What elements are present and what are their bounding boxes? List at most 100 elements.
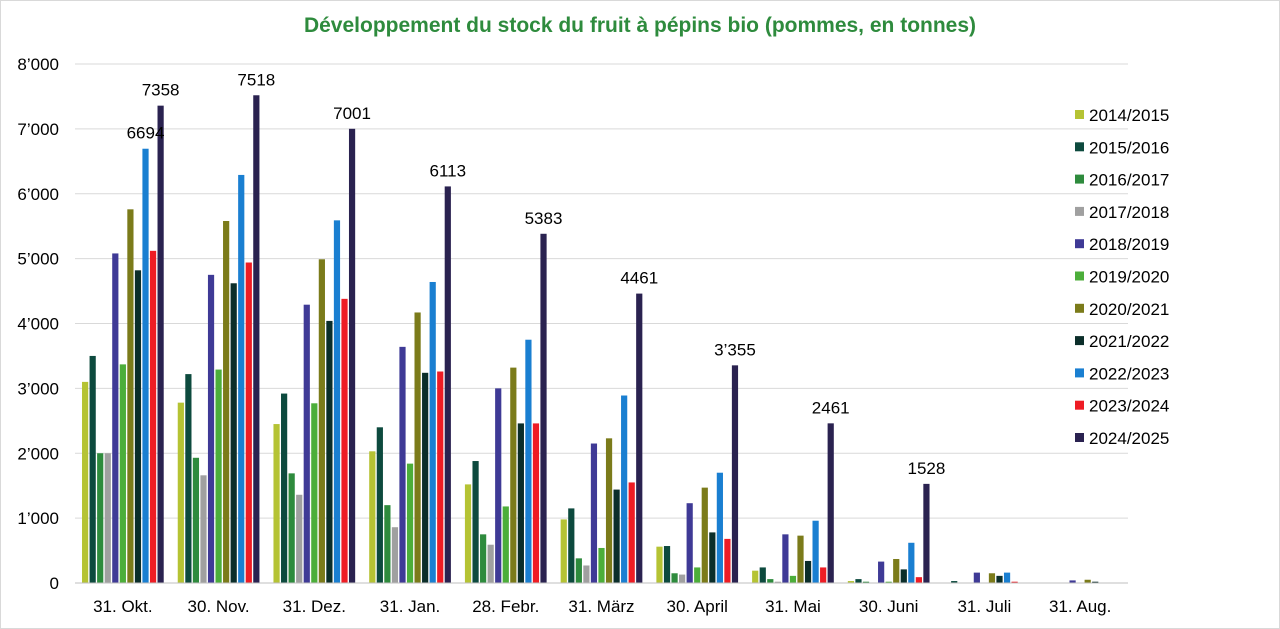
bar-2017-2018-0	[104, 453, 111, 583]
bar-2021-2022-7	[804, 560, 812, 583]
bar-2019-2020-2	[311, 403, 318, 583]
bar-2016-2017-7	[767, 579, 774, 583]
bar-2018-2019-10	[1069, 580, 1076, 583]
bar-2020-2021-9	[988, 573, 996, 583]
bar-2020-2021-10	[1084, 579, 1091, 583]
bar-2020-2021-5	[605, 438, 613, 583]
bar-2019-2020-3	[406, 463, 414, 583]
bar-2020-2021-3	[414, 312, 421, 583]
bar-2014-2015-4	[464, 484, 472, 583]
y-tick-label: 1’000	[17, 509, 59, 528]
bar-2020-2021-7	[797, 535, 804, 583]
bar-2021-2022-10	[1092, 581, 1099, 583]
bar-2023-2024-6	[724, 538, 731, 583]
bar-2024-2025-2	[348, 128, 356, 583]
legend-label: 2023/2024	[1089, 397, 1169, 416]
bar-2018-2019-8	[878, 561, 885, 583]
legend-label: 2022/2023	[1089, 364, 1169, 383]
bar-2021-2022-3	[422, 372, 429, 583]
bar-2021-2022-4	[517, 423, 524, 583]
chart-title: Développement du stock du fruit à pépins…	[303, 14, 977, 37]
bar-2024-2025-3	[444, 186, 451, 583]
bar-2021-2022-8	[900, 569, 907, 583]
data-label: 3’355	[714, 340, 756, 359]
bar-2014-2015-7	[752, 570, 759, 583]
data-label: 7518	[237, 70, 275, 89]
bar-2016-2017-0	[97, 453, 104, 583]
bar-2018-2019-5	[590, 443, 598, 583]
bars-layer	[82, 95, 1099, 584]
bar-2017-2018-7	[774, 581, 781, 583]
bar-2023-2024-1	[245, 262, 252, 583]
bar-2020-2021-2	[318, 259, 325, 583]
bar-2022-2023-8	[908, 542, 915, 583]
bar-2018-2019-9	[973, 572, 980, 583]
bar-2023-2024-7	[820, 567, 827, 583]
bar-2022-2023-9	[1003, 572, 1011, 583]
bar-2019-2020-0	[119, 364, 126, 583]
bar-2014-2015-2	[273, 424, 280, 583]
y-tick-label: 7’000	[17, 120, 59, 139]
data-label: 6694	[127, 124, 165, 143]
bar-2014-2015-3	[369, 451, 376, 583]
bar-2016-2017-2	[288, 473, 295, 583]
bar-2015-2016-7	[759, 567, 766, 583]
bar-2023-2024-9	[1011, 581, 1018, 583]
bar-2015-2016-6	[663, 546, 671, 583]
bar-2015-2016-9	[951, 581, 958, 583]
bar-2017-2018-2	[296, 494, 303, 583]
bar-2019-2020-4	[502, 506, 509, 583]
bar-2016-2017-5	[575, 558, 582, 583]
legend-label: 2020/2021	[1089, 300, 1169, 319]
bar-2023-2024-5	[628, 482, 635, 583]
bar-2019-2020-6	[694, 567, 701, 583]
bar-2023-2024-3	[437, 371, 444, 583]
data-label: 6113	[430, 161, 467, 180]
bar-2021-2022-1	[230, 283, 237, 583]
legend-swatch-2015-2016	[1075, 142, 1084, 152]
legend-swatch-2021-2022	[1075, 336, 1084, 346]
data-label: 2461	[812, 398, 850, 417]
bar-2015-2016-4	[472, 461, 479, 583]
bar-2018-2019-3	[399, 346, 406, 583]
bar-2017-2018-5	[583, 565, 590, 583]
bar-2014-2015-8	[847, 581, 855, 583]
legend-swatch-2024-2025	[1075, 433, 1084, 442]
bar-2021-2022-6	[709, 532, 716, 583]
bar-2024-2025-8	[923, 483, 930, 583]
data-label: 5383	[525, 209, 563, 228]
bar-2016-2017-4	[480, 534, 487, 583]
bar-2016-2017-8	[862, 581, 870, 583]
y-tick-label: 6’000	[17, 185, 59, 204]
legend-swatch-2014-2015	[1075, 110, 1084, 119]
bar-2022-2023-2	[333, 220, 341, 583]
bar-2023-2024-0	[149, 250, 157, 583]
bar-2017-2018-4	[487, 544, 494, 583]
legend-label: 2021/2022	[1089, 332, 1169, 351]
bar-2015-2016-8	[855, 579, 862, 583]
legend-swatch-2023-2024	[1075, 400, 1084, 410]
bar-2024-2025-1	[253, 95, 260, 584]
legend-swatch-2019-2020	[1075, 271, 1084, 281]
bar-2014-2015-5	[560, 519, 567, 583]
bar-2022-2023-6	[716, 472, 723, 583]
bar-2019-2020-1	[215, 369, 222, 583]
bar-2016-2017-3	[384, 505, 391, 583]
data-label: 7358	[142, 81, 180, 100]
bar-2023-2024-8	[915, 577, 922, 583]
bar-2018-2019-4	[495, 388, 502, 583]
legend-label: 2015/2016	[1089, 138, 1169, 157]
y-tick-label: 4’000	[17, 315, 59, 334]
bar-2019-2020-8	[885, 581, 892, 583]
bar-2020-2021-0	[127, 209, 134, 583]
legend-label: 2018/2019	[1089, 235, 1169, 254]
grid-layer	[75, 63, 1128, 519]
bar-2015-2016-1	[185, 374, 192, 583]
bar-2020-2021-6	[701, 487, 708, 583]
x-tick-label: 28. Febr.	[472, 597, 539, 616]
bar-2015-2016-2	[281, 393, 288, 583]
bar-2018-2019-2	[303, 304, 310, 583]
x-tick-label: 31. März	[568, 597, 634, 616]
x-tick-label: 30. April	[667, 597, 728, 616]
